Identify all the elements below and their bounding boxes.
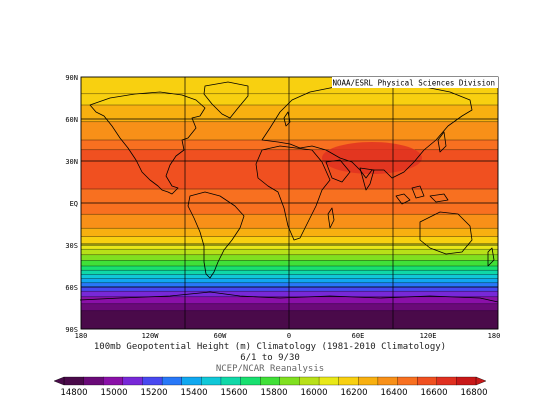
colorbar-swatch: [456, 376, 477, 386]
colorbar-swatch: [161, 376, 183, 386]
contour-band: [81, 140, 498, 151]
coastlines: [79, 81, 499, 303]
colorbar-swatch: [201, 376, 222, 386]
contour-band: [81, 287, 498, 292]
contour-band: [81, 296, 498, 305]
colorbar-swatch: [338, 376, 359, 386]
lon-tick-label: 0: [287, 332, 291, 340]
lon-tick-label: 180: [75, 332, 88, 340]
lat-tick-label: 90S: [65, 326, 78, 334]
contour-band: [81, 266, 498, 271]
colorbar-swatch: [220, 376, 242, 386]
contour-band: [81, 291, 498, 298]
colorbar-swatch: [181, 376, 202, 386]
contour-band: [81, 121, 498, 141]
colorbar-tick-label: 15400: [180, 388, 207, 398]
colorbar-tick-label: 15000: [100, 388, 127, 398]
colorbar-swatch: [397, 376, 418, 386]
latitude-tick-labels: 90N 60N 30N EQ 30S 60S 90S: [65, 74, 78, 334]
colorbar-swatch: [416, 376, 438, 386]
longitude-tick-labels: 180 120W 60W 0 60E 120E 180: [75, 332, 501, 340]
lon-tick-label: 120W: [142, 332, 160, 340]
colorbar-swatch: [63, 376, 85, 386]
colorbar-tick-label: 16800: [460, 388, 487, 398]
contour-band: [81, 270, 498, 275]
graticule: [81, 77, 498, 329]
lat-tick-label: 60S: [65, 284, 78, 292]
lon-tick-label: 180: [488, 332, 501, 340]
colorbar: [53, 376, 487, 386]
contour-band: [81, 228, 498, 238]
contour-band: [81, 282, 498, 288]
contour-band: [81, 243, 498, 250]
colorbar-swatch: [436, 376, 457, 386]
contour-band: [81, 254, 498, 261]
colorbar-tick-label: 16200: [340, 388, 367, 398]
contour-band: [81, 274, 498, 280]
contour-band: [81, 278, 498, 284]
colorbar-tick-label: 16000: [300, 388, 327, 398]
lat-tick-label: EQ: [70, 200, 78, 208]
contour-band: [81, 260, 498, 267]
colorbar-swatch: [142, 376, 163, 386]
map-title: 100mb Geopotential Height (m) Climatolog…: [93, 342, 447, 352]
credit-label: NOAA/ESRL Physical Sciences Division: [332, 79, 495, 88]
lon-tick-label: 60E: [352, 332, 365, 340]
colorbar-tick-label: 16600: [420, 388, 447, 398]
colorbar-swatch: [240, 376, 261, 386]
tibetan-high-core: [322, 142, 422, 174]
map-frame: [80, 76, 499, 330]
colorbar-swatch: [83, 376, 104, 386]
data-source: NCEP/NCAR Reanalysis: [215, 364, 325, 374]
colorbar-swatch: [377, 376, 398, 386]
lat-tick-label: 30N: [65, 158, 78, 166]
contour-band: [81, 93, 498, 106]
contour-band: [81, 149, 498, 190]
colorbar-swatch: [260, 376, 281, 386]
lat-tick-label: 60N: [65, 116, 78, 124]
colorbar-tick-label: 15600: [220, 388, 247, 398]
colorbar-swatch: [318, 376, 340, 386]
contour-band: [81, 236, 498, 245]
colorbar-tick-label: 16400: [380, 388, 407, 398]
colorbar-swatch: [358, 376, 379, 386]
contour-band: [81, 189, 498, 215]
colorbar-swatch: [103, 376, 124, 386]
credit-box: [332, 77, 498, 88]
colorbar-tick-label: 15200: [140, 388, 167, 398]
contour-band: [81, 249, 498, 256]
colorbar-labels: 14800 15000 15200 15400 15600 15800 16000 16200…: [60, 388, 487, 398]
colorbar-low-arrow: [53, 376, 65, 386]
colorbar-swatch: [122, 376, 143, 386]
contour-band: [81, 214, 498, 229]
colorbar-tick-label: 14800: [60, 388, 87, 398]
contour-band: [81, 310, 498, 330]
colorbar-tick-label: 15800: [260, 388, 287, 398]
lon-tick-label: 60W: [214, 332, 227, 340]
colorbar-high-arrow: [475, 376, 487, 386]
date-range: 6/1 to 9/30: [240, 353, 300, 363]
lon-tick-label: 120E: [420, 332, 437, 340]
colorbar-swatch: [279, 376, 300, 386]
colorbar-swatch: [299, 376, 320, 386]
lat-tick-label: 30S: [65, 242, 78, 250]
contour-band: [81, 303, 498, 312]
lat-tick-label: 90N: [65, 74, 78, 82]
